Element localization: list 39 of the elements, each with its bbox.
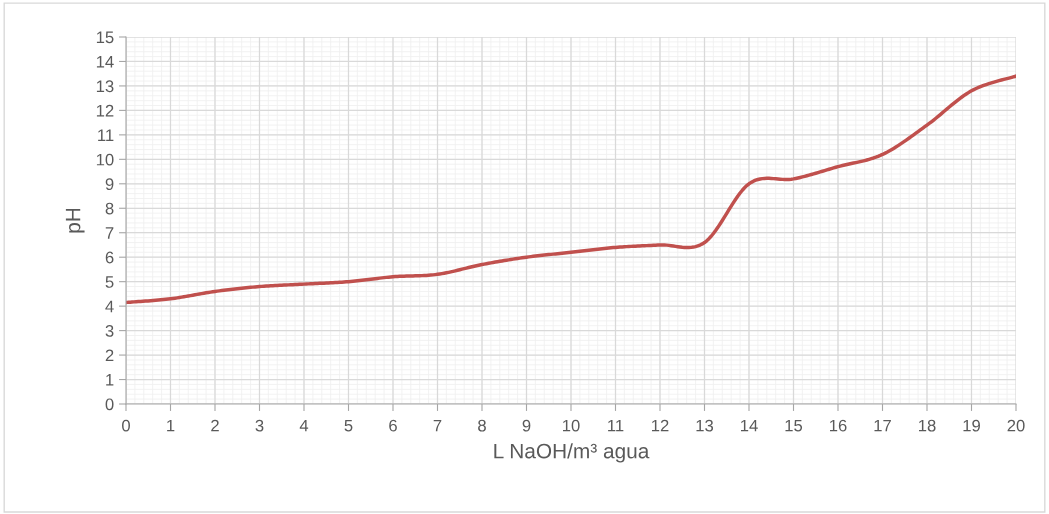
y-tick-label: 15 bbox=[96, 31, 114, 44]
x-tick-label: 6 bbox=[389, 419, 397, 432]
y-tick-label: 11 bbox=[98, 129, 114, 141]
x-tick-label: 18 bbox=[919, 419, 936, 432]
x-tick-label: 13 bbox=[696, 419, 714, 432]
x-tick-label: 4 bbox=[299, 419, 309, 432]
y-tick-label: 2 bbox=[105, 349, 114, 362]
y-tick-label: 1 bbox=[106, 374, 114, 386]
x-tick-label: 11 bbox=[608, 419, 624, 432]
y-tick-label: 4 bbox=[105, 300, 114, 313]
x-tick-label: 17 bbox=[874, 419, 891, 432]
x-tick-label: 5 bbox=[344, 419, 353, 432]
y-tick-label: 8 bbox=[105, 202, 114, 215]
x-tick-label: 19 bbox=[963, 419, 980, 432]
x-tick-label: 9 bbox=[522, 419, 531, 432]
x-tick-label: 1 bbox=[167, 419, 175, 432]
x-tick-label: 7 bbox=[433, 419, 442, 432]
y-tick-label: 7 bbox=[105, 227, 114, 239]
x-tick-label: 2 bbox=[211, 419, 219, 432]
y-tick-label: 9 bbox=[105, 178, 114, 190]
y-tick-label: 0 bbox=[105, 398, 114, 411]
x-axis-title: L NaOH/m³ agua bbox=[494, 443, 650, 463]
x-tick-label: 14 bbox=[741, 419, 758, 432]
x-tick-label: 16 bbox=[830, 419, 847, 432]
x-tick-label: 3 bbox=[255, 419, 264, 432]
x-tick-label: 15 bbox=[785, 419, 803, 432]
x-tick-label: 8 bbox=[478, 419, 486, 432]
x-tick-label: 20 bbox=[1007, 419, 1025, 432]
y-axis-title: pH bbox=[65, 208, 85, 233]
y-tick-label: 10 bbox=[96, 153, 114, 166]
y-tick-label: 6 bbox=[105, 251, 114, 264]
y-tick-label: 12 bbox=[96, 104, 114, 117]
y-tick-label: 5 bbox=[105, 276, 114, 288]
x-tick-label: 12 bbox=[652, 419, 669, 432]
y-tick-label: 13 bbox=[96, 80, 114, 93]
y-tick-label: 3 bbox=[105, 325, 114, 337]
y-tick-label: 14 bbox=[96, 56, 114, 68]
x-tick-label: 0 bbox=[122, 419, 130, 432]
x-tick-label: 10 bbox=[563, 419, 580, 432]
